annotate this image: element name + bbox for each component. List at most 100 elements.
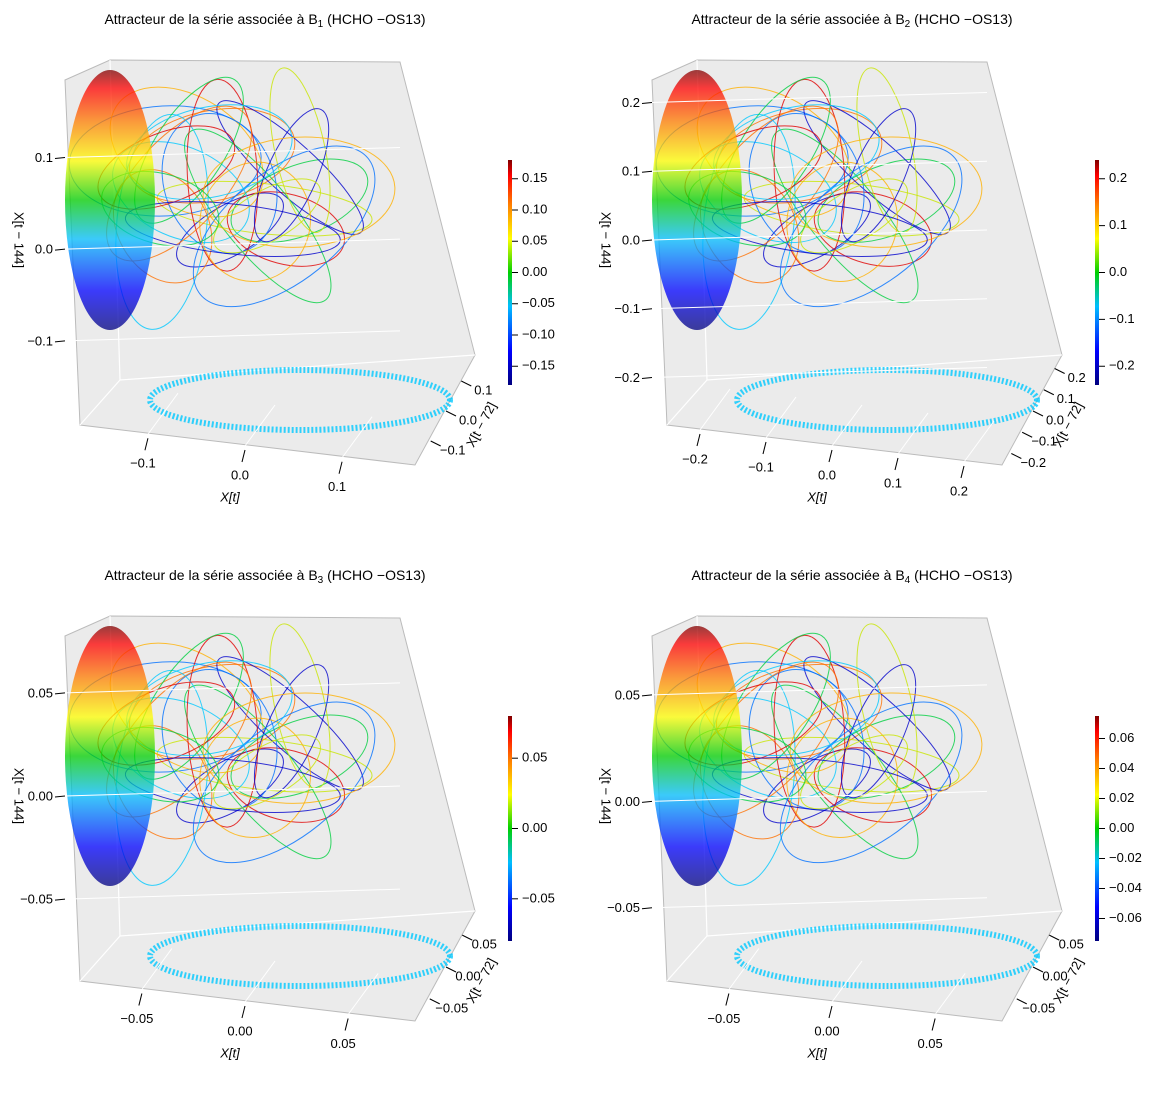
colorbar: [508, 160, 512, 385]
projection-left: [65, 70, 155, 330]
x-tick-mark: [144, 438, 149, 451]
x-tick-mark: [138, 993, 143, 1006]
title-part: Attracteur de la série associée à B: [104, 567, 317, 583]
z-tick-label: 0.0: [622, 232, 640, 247]
x-tick-mark: [828, 449, 833, 463]
y-tick-label: −0.05: [435, 1000, 468, 1015]
colorbar-tick-label: 0.04: [1109, 760, 1134, 775]
z-tick-mark: [54, 157, 66, 159]
box-edge: [79, 379, 121, 426]
colorbar-tick-label: 0.00: [522, 820, 547, 835]
attractor-loop: [773, 78, 846, 272]
title-part: Attracteur de la série associée à B: [691, 567, 904, 583]
grid-line: [831, 404, 863, 447]
colorbar-tick-label: −0.1: [1109, 311, 1135, 326]
projection-left: [652, 70, 742, 330]
z-tick-mark: [641, 239, 653, 242]
colorbar-tick-label: −0.02: [1109, 850, 1142, 865]
attractor-loop: [253, 664, 330, 799]
attractor-loop: [156, 180, 373, 237]
colorbar: [1095, 160, 1099, 385]
colorbar-tick-label: 0.00: [522, 264, 547, 279]
y-tick-label: −0.05: [1022, 1000, 1055, 1015]
attractor-loop: [269, 67, 331, 234]
y-tick-label: 0.2: [1068, 370, 1086, 385]
x-tick-mark: [894, 457, 899, 471]
grid-line: [934, 973, 966, 1015]
colorbar-tick-label: −0.06: [1109, 910, 1142, 925]
grid-line: [963, 420, 995, 463]
z-tick-mark: [641, 800, 653, 803]
attractor-loop: [186, 634, 259, 828]
attractor-loop: [213, 734, 321, 810]
attractor-loop: [789, 136, 983, 248]
x-tick-label: 0.1: [884, 475, 902, 490]
title-part: Attracteur de la série associée à B: [691, 11, 904, 27]
y-tick-mark: [1054, 368, 1065, 374]
grid-line: [64, 238, 401, 250]
z-tick-mark: [54, 692, 66, 695]
y-tick-label: 0.00: [1042, 968, 1067, 983]
z-tick-mark: [641, 308, 653, 311]
z-tick-mark: [54, 340, 66, 343]
z-tick-label: −0.1: [614, 301, 640, 316]
grid-line: [347, 973, 379, 1015]
attractor-loop: [186, 78, 259, 272]
grid-line: [651, 790, 988, 802]
colorbar-tick-label: 0.10: [522, 201, 547, 216]
attractor-loop: [856, 623, 918, 790]
box-edge: [79, 935, 121, 982]
colorbar-tick-label: 0.02: [1109, 790, 1134, 805]
y-tick-label: −0.1: [1031, 434, 1057, 449]
z-tick-mark: [641, 170, 653, 173]
x-tick-mark: [960, 465, 965, 479]
x-tick-label: −0.05: [120, 1011, 153, 1026]
z-tick-mark: [641, 694, 653, 697]
box-edge: [666, 935, 708, 982]
x-tick-mark: [338, 461, 343, 474]
grid-line: [64, 147, 401, 158]
y-tick-mark: [445, 966, 457, 973]
attractor-loop: [840, 664, 917, 799]
y-tick-mark: [445, 410, 457, 417]
y-tick-mark: [1032, 966, 1044, 973]
grid-line: [728, 948, 760, 990]
x-tick-mark: [828, 1005, 833, 1019]
attractor-loop: [779, 701, 963, 864]
z-tick-label: 0.1: [622, 164, 640, 179]
grid-line: [651, 897, 988, 909]
y-tick-mark: [462, 934, 473, 941]
attractor-loop: [743, 180, 960, 237]
attractor-loop: [156, 736, 373, 793]
colorbar-tick-label: 0.2: [1109, 170, 1127, 185]
title-part: (HCHO −OS13): [910, 567, 1012, 583]
y-tick-label: −0.1: [440, 442, 466, 457]
x-tick-mark: [762, 441, 767, 455]
grid-line: [64, 785, 401, 797]
z-axis-label: X[t − 144]: [12, 768, 27, 824]
panel: Attracteur de la série associée à B4 (HC…: [599, 567, 1142, 1061]
grid-line: [141, 948, 173, 990]
z-tick-mark: [54, 795, 66, 798]
title-part: 3: [318, 575, 324, 586]
grid-line: [651, 229, 988, 241]
z-tick-mark: [641, 377, 653, 379]
y-tick-mark: [1016, 998, 1027, 1005]
grid-line: [651, 684, 988, 696]
z-tick-label: −0.05: [20, 892, 53, 907]
attractor-loop: [202, 692, 396, 804]
z-tick-label: −0.05: [607, 900, 640, 915]
x-axis-label: X[t]: [219, 489, 240, 504]
colorbar-tick-label: −0.10: [522, 326, 555, 341]
colorbar-tick-label: −0.05: [522, 295, 555, 310]
z-tick-label: 0.05: [28, 685, 53, 700]
title-part: 1: [318, 19, 324, 30]
title-part: 2: [905, 19, 911, 30]
colorbar-tick-label: 0.00: [1109, 820, 1134, 835]
x-tick-mark: [931, 1018, 936, 1031]
colorbar-tick-label: −0.04: [1109, 880, 1142, 895]
x-tick-label: −0.1: [748, 459, 774, 474]
attractor-loop: [192, 701, 376, 864]
colorbar-tick-label: −0.2: [1109, 358, 1135, 373]
y-tick-label: −0.2: [1020, 455, 1046, 470]
